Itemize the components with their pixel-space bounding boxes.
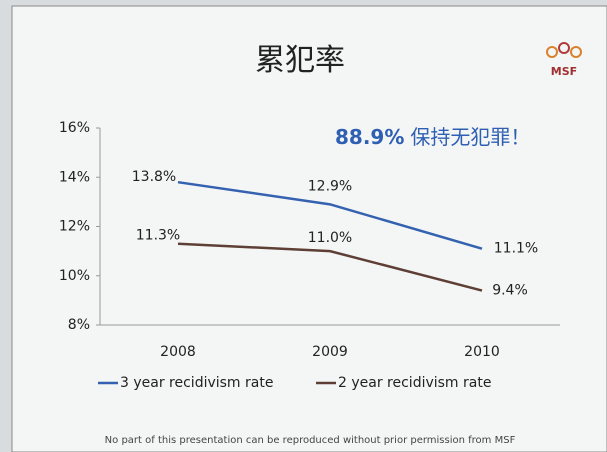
value-label: 11.3% xyxy=(136,228,180,244)
logo-figure xyxy=(558,42,570,54)
footer: No part of this presentation can be repr… xyxy=(105,435,516,446)
legend-label: 3 year recidivism rate xyxy=(120,375,273,391)
annotation: 88.9% 保持无犯罪！ xyxy=(335,125,530,149)
slide xyxy=(12,6,607,452)
chart-title: 累犯率 xyxy=(255,43,345,78)
line xyxy=(177,242,483,292)
y-tick-label: 8% xyxy=(68,317,90,333)
y-tick-label: 16% xyxy=(59,120,90,136)
logo-figure xyxy=(546,46,558,58)
x-tick-label: 2010 xyxy=(464,344,500,360)
value-label: 13.8% xyxy=(132,169,176,185)
slide-border xyxy=(11,5,607,452)
line xyxy=(177,180,483,250)
y-tick-label: 12% xyxy=(59,219,90,235)
logo-text: MSF xyxy=(551,65,577,78)
x-tick-label: 2008 xyxy=(160,344,196,360)
logo-figure xyxy=(570,46,582,58)
value-label: 12.9% xyxy=(308,178,352,194)
legend-label: 2 year recidivism rate xyxy=(338,375,491,391)
value-label: 11.1% xyxy=(494,241,538,257)
annotation-text: 保持无犯罪！ xyxy=(410,125,530,149)
value-label: 9.4% xyxy=(492,283,528,299)
x-tick-label: 2009 xyxy=(312,344,348,360)
annotation-highlight: 88.9% xyxy=(335,125,404,149)
value-label: 11.0% xyxy=(308,230,352,246)
y-tick-label: 14% xyxy=(59,169,90,185)
logo: MSF xyxy=(546,42,582,78)
y-tick-label: 10% xyxy=(59,268,90,284)
